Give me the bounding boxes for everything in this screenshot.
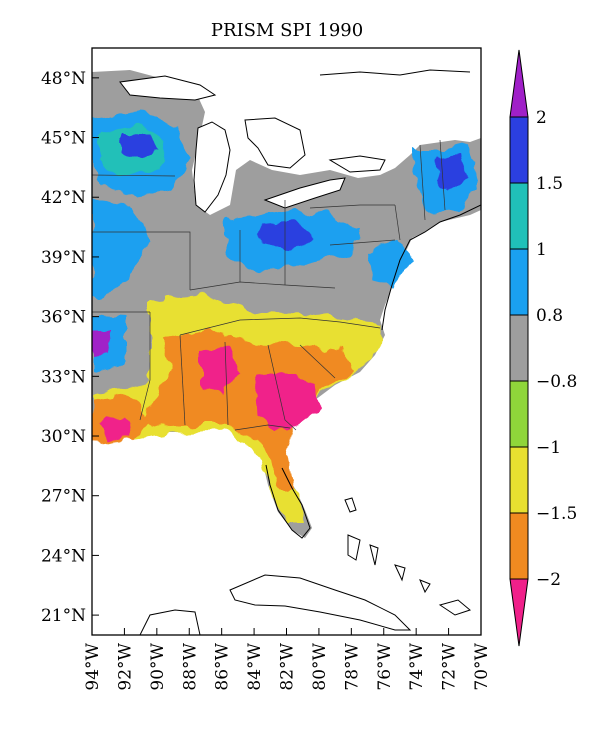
lon-label: 94°W bbox=[83, 642, 103, 690]
colorbar-segment-1-1.5 bbox=[509, 182, 529, 250]
longitude-axis: 94°W 92°W 90°W 88°W 86°W 84°W 82°W 80°W 78°W 76°W… bbox=[83, 628, 492, 691]
colorbar-segment-1.5-2 bbox=[509, 116, 529, 184]
wet-patch-arkansas-core bbox=[92, 330, 110, 358]
lat-label: 39°N bbox=[41, 248, 86, 268]
colorbar-bottom-triangle bbox=[509, 578, 529, 647]
lon-label: 92°W bbox=[115, 642, 135, 690]
bahamas-2 bbox=[347, 534, 361, 561]
lat-label: 45°N bbox=[41, 129, 86, 149]
canada-coast bbox=[319, 69, 471, 76]
colorbar-label-neg1.5: −1.5 bbox=[536, 504, 577, 524]
colorbar-segment-neg1.5-neg1 bbox=[509, 446, 529, 514]
lat-label: 48°N bbox=[41, 69, 86, 89]
atlantic-coast bbox=[381, 204, 481, 331]
hispaniola-outline bbox=[438, 599, 472, 616]
colorbar-segment-neg2-neg1.5 bbox=[509, 512, 529, 580]
colorbar-segment-neg1-neg0.8 bbox=[509, 380, 529, 448]
lat-label: 27°N bbox=[41, 487, 86, 507]
wet-patch-ohio-core bbox=[260, 222, 315, 250]
lake-huron bbox=[244, 117, 306, 169]
lake-superior bbox=[119, 75, 217, 101]
lon-label: 88°W bbox=[180, 642, 200, 690]
wet-patch-west bbox=[92, 200, 150, 300]
cuba-outline bbox=[229, 574, 412, 631]
dry-orange-region bbox=[145, 330, 355, 490]
lon-label: 74°W bbox=[407, 642, 427, 690]
map-area bbox=[92, 48, 481, 635]
wet-anomaly-patches bbox=[92, 110, 478, 370]
yucatan-outline bbox=[139, 609, 201, 635]
colorbar-top-triangle bbox=[509, 49, 529, 118]
wet-patch-midatlantic bbox=[370, 240, 410, 285]
lat-label: 21°N bbox=[41, 606, 86, 626]
colorbar-label-1.5: 1.5 bbox=[536, 174, 563, 194]
lon-label: 76°W bbox=[375, 642, 395, 690]
lon-label: 80°W bbox=[310, 642, 330, 690]
dry-magenta-gulf bbox=[100, 418, 130, 442]
lon-label: 70°W bbox=[472, 642, 492, 690]
colorbar-label-0.8: 0.8 bbox=[536, 306, 563, 326]
bahamas-5 bbox=[419, 579, 431, 594]
colorbar-segment-0.8-1 bbox=[509, 248, 529, 316]
lon-label: 90°W bbox=[148, 642, 168, 690]
bahamas-4 bbox=[394, 564, 406, 582]
coastlines bbox=[139, 69, 481, 635]
lat-label: 33°N bbox=[41, 367, 86, 387]
dry-anomaly-patches bbox=[92, 295, 382, 525]
lon-label: 86°W bbox=[213, 642, 233, 690]
dry-magenta-alabama bbox=[200, 348, 240, 392]
colorbar-label-neg0.8: −0.8 bbox=[536, 372, 577, 392]
lon-label: 72°W bbox=[440, 642, 460, 690]
lon-label: 82°W bbox=[278, 642, 298, 690]
lon-label: 78°W bbox=[342, 642, 362, 690]
colorbar-label-neg2: −2 bbox=[536, 570, 561, 590]
state-boundaries bbox=[92, 139, 446, 432]
lake-ontario bbox=[328, 155, 386, 173]
lake-michigan bbox=[193, 121, 231, 213]
bahamas-3 bbox=[369, 544, 379, 566]
lat-label: 42°N bbox=[41, 188, 86, 208]
latitude-axis: 48°N 45°N 42°N 39°N 36°N 33°N 30°N 27°N 24°N 21°N bbox=[41, 69, 99, 626]
colorbar-segment-neutral bbox=[509, 314, 529, 382]
colorbar: 2 1.5 1 0.8 −0.8 −1 −1.5 −2 bbox=[509, 49, 577, 647]
lon-label: 84°W bbox=[245, 642, 265, 690]
bahamas-1 bbox=[344, 497, 357, 513]
colorbar-label-2: 2 bbox=[536, 108, 547, 128]
colorbar-label-1: 1 bbox=[536, 240, 547, 260]
lat-label: 30°N bbox=[41, 427, 86, 447]
dry-magenta-georgia bbox=[255, 372, 320, 430]
florida-coast bbox=[265, 464, 311, 539]
colorbar-label-neg1: −1 bbox=[536, 438, 561, 458]
wet-patch-northwest-core bbox=[120, 135, 158, 160]
lat-label: 36°N bbox=[41, 308, 86, 328]
map-title: PRISM SPI 1990 bbox=[211, 20, 363, 41]
lat-label: 24°N bbox=[41, 546, 86, 566]
